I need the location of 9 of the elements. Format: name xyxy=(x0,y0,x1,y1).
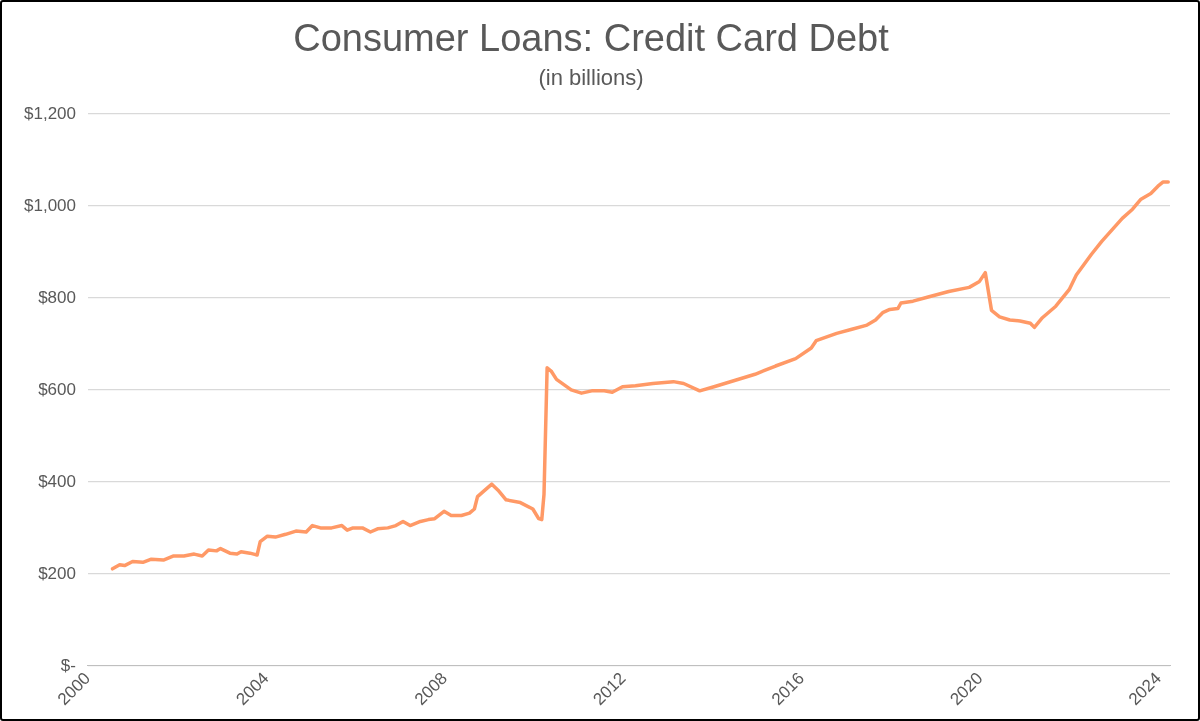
y-tick-label: $200 xyxy=(38,563,76,583)
y-tick-label: $600 xyxy=(38,379,76,399)
y-tick-label: $- xyxy=(60,655,76,675)
y-tick-label: $1,000 xyxy=(24,195,76,215)
y-tick-label: $800 xyxy=(38,287,76,307)
chart-subtitle: (in billions) xyxy=(538,64,644,90)
y-tick-label: $400 xyxy=(38,471,76,491)
y-tick-label: $1,200 xyxy=(24,103,76,123)
chart-title: Consumer Loans: Credit Card Debt xyxy=(293,17,890,60)
